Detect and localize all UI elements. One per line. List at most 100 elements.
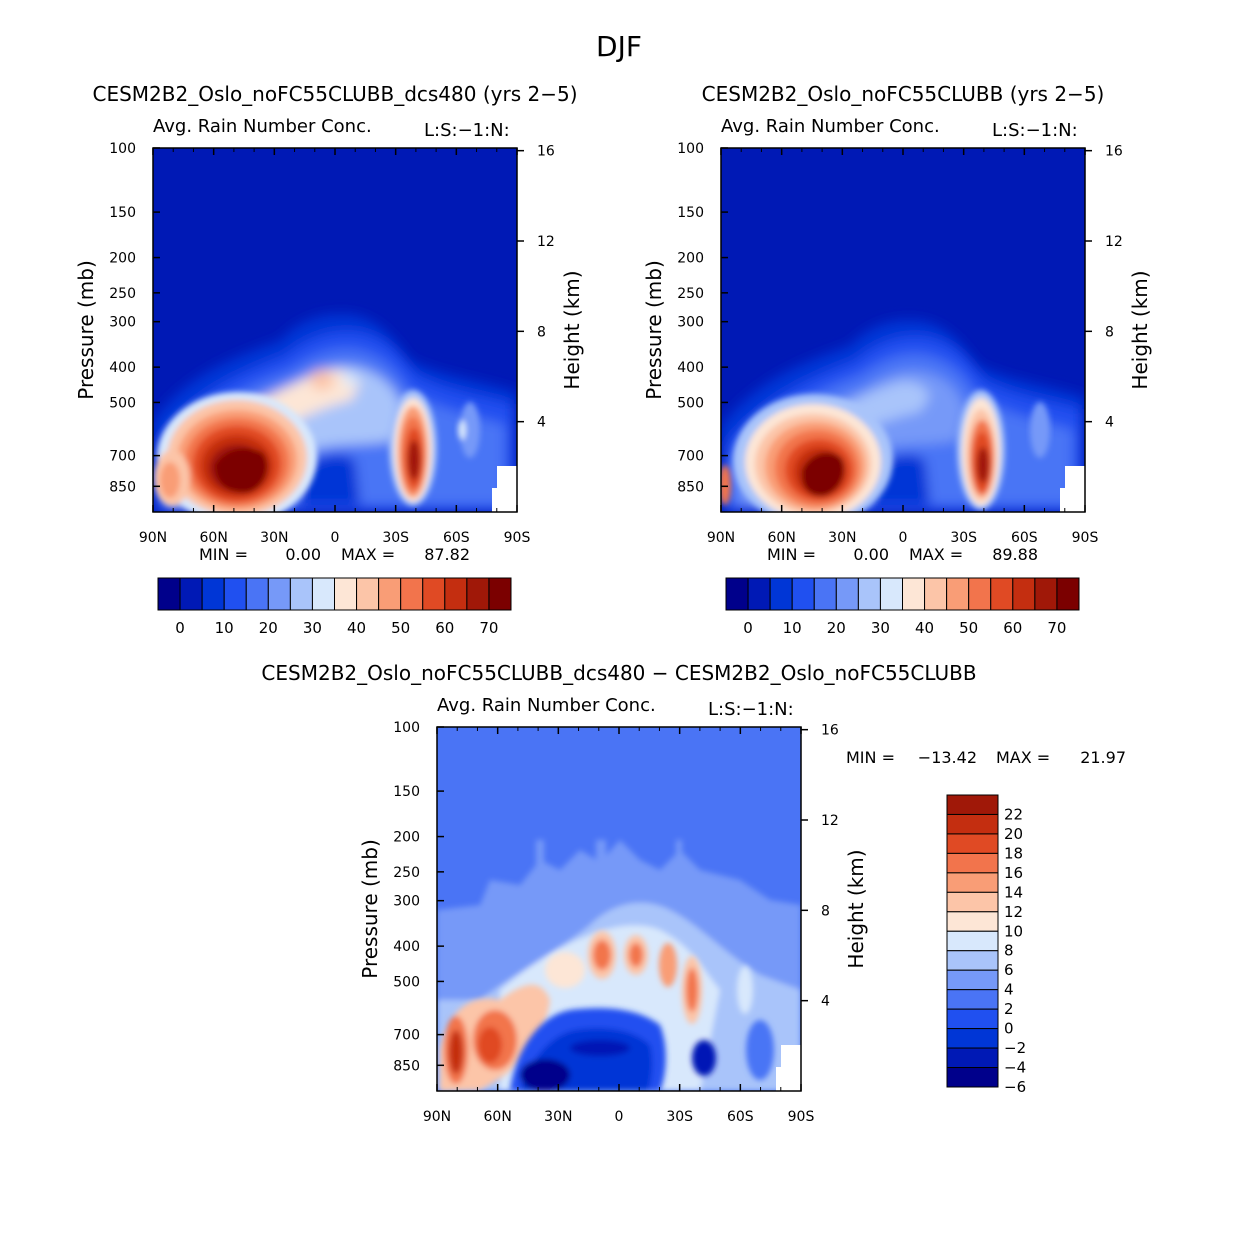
x-tick-label: 60N [484, 1109, 512, 1125]
colorbar-swatch [946, 969, 999, 991]
y-tick-label: 200 [109, 251, 136, 267]
x-tick-label: 90S [1072, 530, 1099, 546]
colorbar-swatch [1034, 577, 1058, 611]
panel-c-max-value: 21.97 [1080, 748, 1126, 767]
y-tick-label: 500 [677, 395, 704, 411]
colorbar-tick-label: 16 [1004, 864, 1023, 882]
colorbar-swatch [879, 577, 903, 611]
colorbar-tick-label: 30 [303, 619, 322, 637]
panel-a-max-value: 87.82 [424, 545, 470, 564]
colorbar-swatch [946, 1008, 999, 1030]
colorbar-swatch [946, 1067, 999, 1088]
colorbar-tick-label: 10 [1004, 922, 1023, 940]
y-right-tick-label: 12 [821, 813, 839, 829]
colorbar-tick-label: −6 [1004, 1078, 1026, 1096]
y-right-tick-label: 12 [1105, 234, 1123, 250]
colorbar-swatch [946, 813, 999, 835]
panel-b-missing-data [1060, 466, 1085, 512]
panel-a-axes: 90N 60N 30N 0 30S 60S 90S 100 150 200 250 300 400 500… [109, 141, 555, 546]
y-tick-label: 850 [393, 1058, 420, 1074]
colorbar-swatch [245, 577, 269, 611]
panel-a-ylabel: Pressure (mb) [74, 260, 98, 400]
panel-b-field [721, 148, 1085, 512]
colorbar-swatch [311, 577, 335, 611]
panel-a-ylabel-right: Height (km) [560, 270, 584, 389]
panel-c-max-label: MAX = [996, 748, 1050, 767]
y-tick-label: 150 [393, 784, 420, 800]
panel-b-min-label: MIN = [767, 545, 816, 564]
colorbar-tick-label: 12 [1004, 903, 1023, 921]
y-tick-label: 850 [109, 479, 136, 495]
colorbar-swatch [356, 577, 380, 611]
x-tick-label: 90S [788, 1109, 815, 1125]
colorbar-tick-label: 40 [347, 619, 366, 637]
panel-c-ylabel-right: Height (km) [844, 849, 868, 968]
y-tick-label: 150 [677, 205, 704, 221]
colorbar-swatch [946, 1028, 999, 1049]
colorbar-swatch [422, 577, 446, 611]
panel-c-streak-3 [676, 840, 682, 880]
panel-b-min-value: 0.00 [853, 545, 889, 564]
y-tick-label: 100 [109, 141, 136, 157]
colorbar-swatch [946, 891, 999, 913]
colorbar-tick-label: 6 [1004, 961, 1014, 979]
panel-c-warm-1-level-2 [593, 940, 611, 970]
panel-a-sh-level-6 [408, 440, 420, 480]
y-tick-label: 700 [109, 449, 136, 465]
panel-b-sh-level-6 [977, 447, 989, 483]
panel-a-min-value: 0.00 [285, 545, 321, 564]
x-tick-label: 0 [331, 530, 340, 546]
colorbar-tick-label: 20 [259, 619, 278, 637]
colorbar-tick-label: 40 [915, 619, 934, 637]
colorbar-swatch [946, 872, 999, 893]
panel-c-warm-4-level-2 [686, 968, 698, 1012]
panel-c-title: CESM2B2_Oslo_noFC55CLUBB_dcs480 − CESM2B… [261, 661, 976, 685]
panel-c-warm-nh-level-3 [478, 1027, 502, 1063]
colorbar-swatch [725, 577, 749, 611]
panel-a-max-sh [389, 390, 437, 506]
colorbar-swatch [924, 577, 948, 611]
colorbar-tick-label: 0 [743, 619, 753, 637]
x-tick-label: 90N [423, 1109, 451, 1125]
panel-c-units: L:S:−1:N: [708, 699, 794, 720]
panel-a-blob-2 [458, 420, 466, 440]
panel-b-ylabel: Pressure (mb) [642, 260, 666, 400]
colorbar-swatch [946, 852, 999, 874]
colorbar-swatch [1056, 577, 1080, 611]
panel-a-field [153, 148, 517, 512]
panel-c-streak-2 [596, 840, 606, 880]
y-right-tick-label: 16 [821, 723, 839, 739]
y-tick-label: 150 [109, 205, 136, 221]
y-right-tick-label: 4 [537, 415, 546, 431]
colorbar-swatch [223, 577, 247, 611]
x-tick-label: 30S [950, 530, 977, 546]
panel-b-ylabel-right: Height (km) [1128, 270, 1152, 389]
panel-a-max-label: MAX = [341, 545, 395, 564]
figure-title: DJF [596, 30, 642, 63]
colorbar-swatch [488, 577, 512, 611]
panel-b-max-nh [721, 394, 893, 512]
colorbar-swatch [378, 577, 402, 611]
panel-b-colorbar: 0 10 20 30 40 50 60 70 [725, 577, 1080, 637]
y-tick-label: 200 [677, 251, 704, 267]
colorbar-swatch [946, 794, 999, 815]
y-tick-label: 400 [393, 939, 420, 955]
x-tick-label: 60S [1011, 530, 1038, 546]
x-tick-label: 60N [200, 530, 228, 546]
y-tick-label: 850 [677, 479, 704, 495]
y-tick-label: 700 [677, 449, 704, 465]
y-right-tick-label: 8 [537, 324, 546, 340]
panel-c-subtitle: Avg. Rain Number Conc. [437, 695, 656, 716]
colorbar-tick-label: 22 [1004, 805, 1023, 823]
y-right-tick-label: 4 [1105, 415, 1114, 431]
colorbar-swatch [747, 577, 771, 611]
y-tick-label: 250 [109, 286, 136, 302]
colorbar-tick-label: 2 [1004, 1000, 1014, 1018]
panel-c-field [437, 727, 801, 1091]
colorbar-swatch [400, 577, 424, 611]
panel-c-min-label: MIN = [846, 748, 895, 767]
panel-c-cold-level-3 [520, 1059, 570, 1091]
colorbar-tick-label: 70 [1047, 619, 1066, 637]
